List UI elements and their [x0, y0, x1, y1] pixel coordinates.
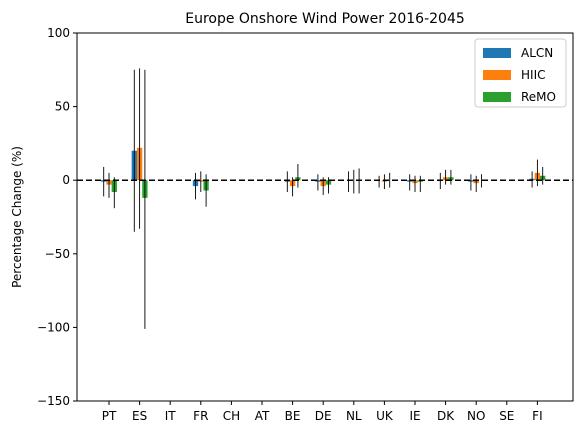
x-tick-label-ch: CH [223, 409, 240, 423]
y-axis: −150 −100 −50 0 50 100 [37, 26, 77, 408]
y-axis-label: Percentage Change (%) [10, 146, 24, 288]
x-tick-label-pt: PT [102, 409, 117, 423]
y-tick-label: −100 [37, 320, 70, 334]
legend-label-remo: ReMO [521, 90, 556, 104]
x-tick-label-no: NO [467, 409, 485, 423]
legend: ALCN HIIC ReMO [474, 38, 567, 108]
legend-swatch-remo [483, 92, 511, 102]
y-tick-label: 0 [62, 173, 70, 187]
x-tick-label-at: AT [255, 409, 270, 423]
x-tick-label-fr: FR [193, 409, 208, 423]
x-tick-label-it: IT [165, 409, 177, 423]
x-tick-label-ie: IE [409, 409, 420, 423]
plot-frame [76, 32, 574, 402]
chart-title: Europe Onshore Wind Power 2016-2045 [185, 11, 465, 27]
x-tick-label-be: BE [285, 409, 301, 423]
legend-label-alcn: ALCN [521, 46, 553, 60]
y-tick-label: 100 [47, 26, 70, 40]
legend-swatch-alcn [483, 48, 511, 58]
y-tick-label: −150 [37, 394, 70, 408]
x-tick-label-se: SE [499, 409, 514, 423]
legend-label-hiic: HIIC [521, 68, 545, 82]
y-tick-label: −50 [45, 247, 70, 261]
error-bars-layer [103, 68, 544, 329]
x-tick-label-uk: UK [376, 409, 394, 423]
x-tick-label-fi: FI [532, 409, 542, 423]
x-tick-label-dk: DK [437, 409, 455, 423]
x-axis: PT ES IT FR CH AT BE DE NL UK IE DK NO SE FI [102, 401, 543, 423]
legend-swatch-hiic [483, 70, 511, 80]
y-tick-label: 50 [55, 100, 70, 114]
x-tick-label-nl: NL [346, 409, 362, 423]
x-tick-label-de: DE [315, 409, 332, 423]
x-tick-label-es: ES [132, 409, 147, 423]
